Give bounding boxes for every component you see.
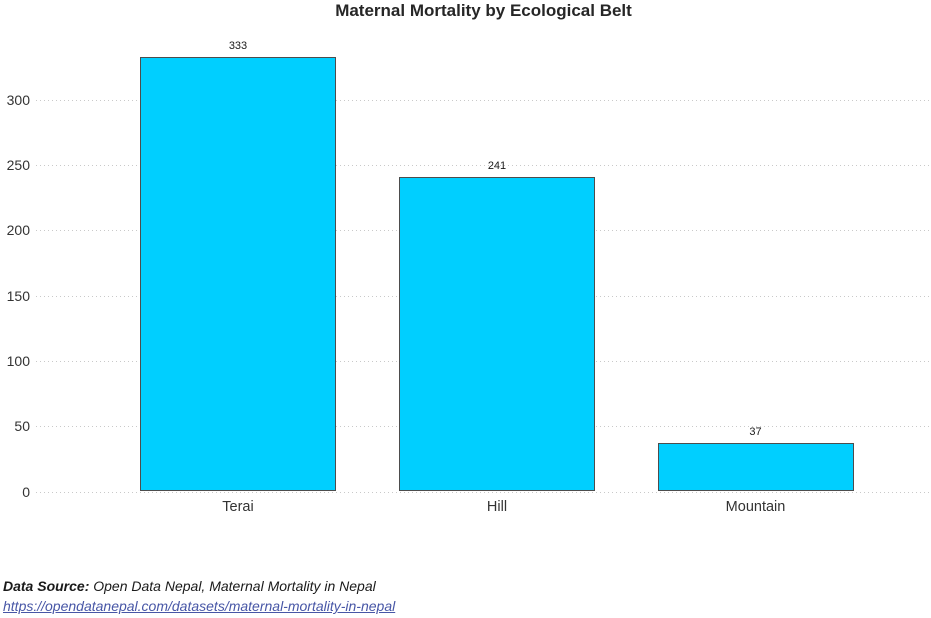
bar-terai — [140, 56, 336, 492]
y-axis-tick-label: 300 — [6, 91, 30, 108]
bar-value-label: 241 — [487, 159, 507, 172]
gridline-y-300 — [36, 99, 931, 101]
x-axis-tick-label: Mountain — [725, 498, 786, 515]
x-axis-tick-label: Hill — [486, 498, 508, 515]
data-source-text: Open Data Nepal, Maternal Mortality in N… — [89, 578, 376, 594]
y-axis-tick-label: 250 — [6, 157, 30, 173]
gridline-y-250 — [36, 165, 931, 166]
data-source-link[interactable]: https://opendatanepal.com/datasets/mater… — [3, 598, 396, 614]
data-source-label: Data Source: — [3, 578, 90, 594]
x-axis-tick-label: Terai — [222, 498, 254, 515]
bar-hill — [399, 176, 595, 492]
y-axis-tick-label: 150 — [6, 287, 30, 304]
y-axis-tick-label: 100 — [6, 352, 30, 369]
bar-value-label: 333 — [228, 39, 248, 52]
chart-title: Maternal Mortality by Ecological Belt — [335, 1, 632, 20]
y-axis-tick-label: 0 — [22, 483, 30, 500]
gridline-y-0 — [36, 491, 931, 493]
bar-mountain — [657, 443, 854, 492]
data-source: Data Source: Open Data Nepal, Maternal M… — [3, 576, 395, 616]
y-axis-tick-label: 50 — [14, 418, 30, 435]
y-axis-tick-label: 200 — [6, 222, 30, 239]
bar-value-label: 37 — [749, 426, 762, 439]
